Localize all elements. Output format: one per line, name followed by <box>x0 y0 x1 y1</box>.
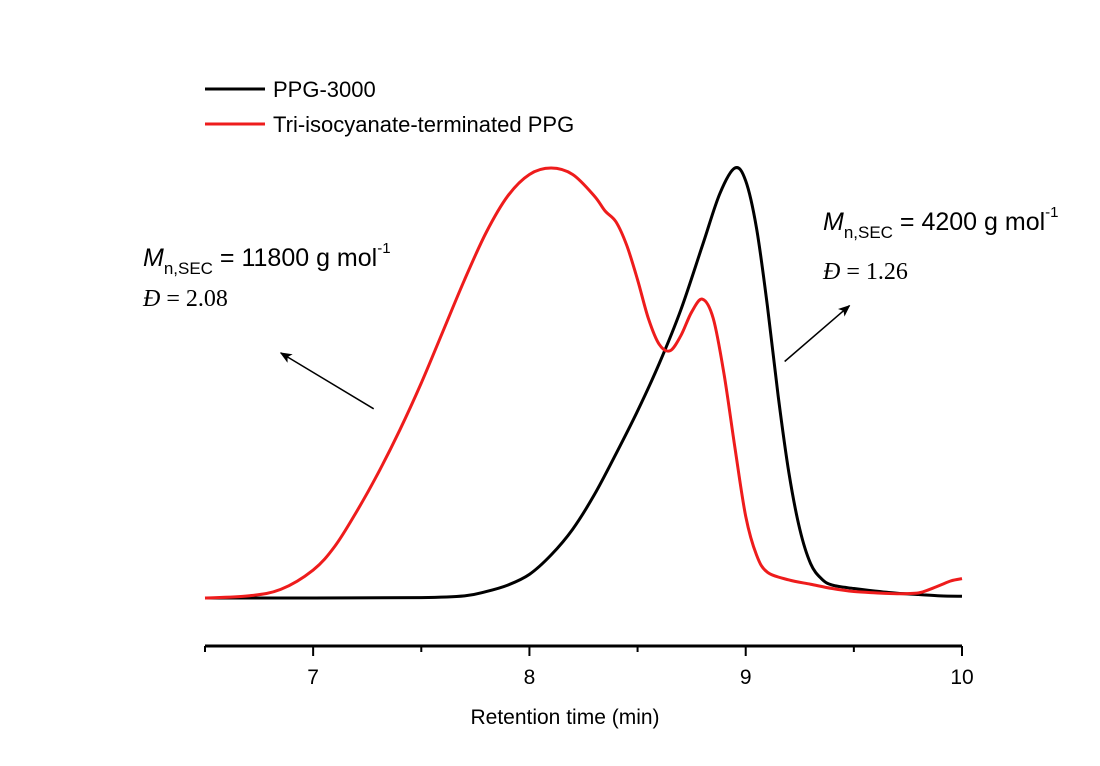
x-axis-label: Retention time (min) <box>470 706 659 729</box>
series-line-ppg-3000 <box>204 166 963 600</box>
legend: PPG-3000 Tri-isocyanate-terminated PPG <box>205 77 574 137</box>
annotation-right-arrow <box>784 304 851 363</box>
plot-area <box>204 166 963 600</box>
annotation-left-mn: Mn,SEC = 11800 g mol-1 <box>143 240 391 278</box>
x-tick-label: 7 <box>307 666 319 689</box>
annotation-left-arrow <box>279 352 375 410</box>
annotation-right-mn: Mn,SEC = 4200 g mol-1 <box>823 204 1059 242</box>
legend-label-ppg-3000: PPG-3000 <box>273 77 376 102</box>
annotation-left: Mn,SEC = 11800 g mol-1 Đ = 2.08 <box>142 240 391 410</box>
x-axis <box>204 644 963 656</box>
annotation-right-dispersity: Đ = 1.26 <box>822 259 908 285</box>
x-tick-label: 8 <box>524 666 536 689</box>
annotation-left-dispersity: Đ = 2.08 <box>142 286 228 312</box>
legend-label-tri-isocyanate-terminated-ppg: Tri-isocyanate-terminated PPG <box>273 112 574 137</box>
annotation-right: Mn,SEC = 4200 g mol-1 Đ = 1.26 <box>784 204 1059 363</box>
x-tick-label: 9 <box>740 666 752 689</box>
x-tick-label: 10 <box>950 666 973 689</box>
series-line-tri-isocyanate-terminated-ppg <box>204 166 963 600</box>
